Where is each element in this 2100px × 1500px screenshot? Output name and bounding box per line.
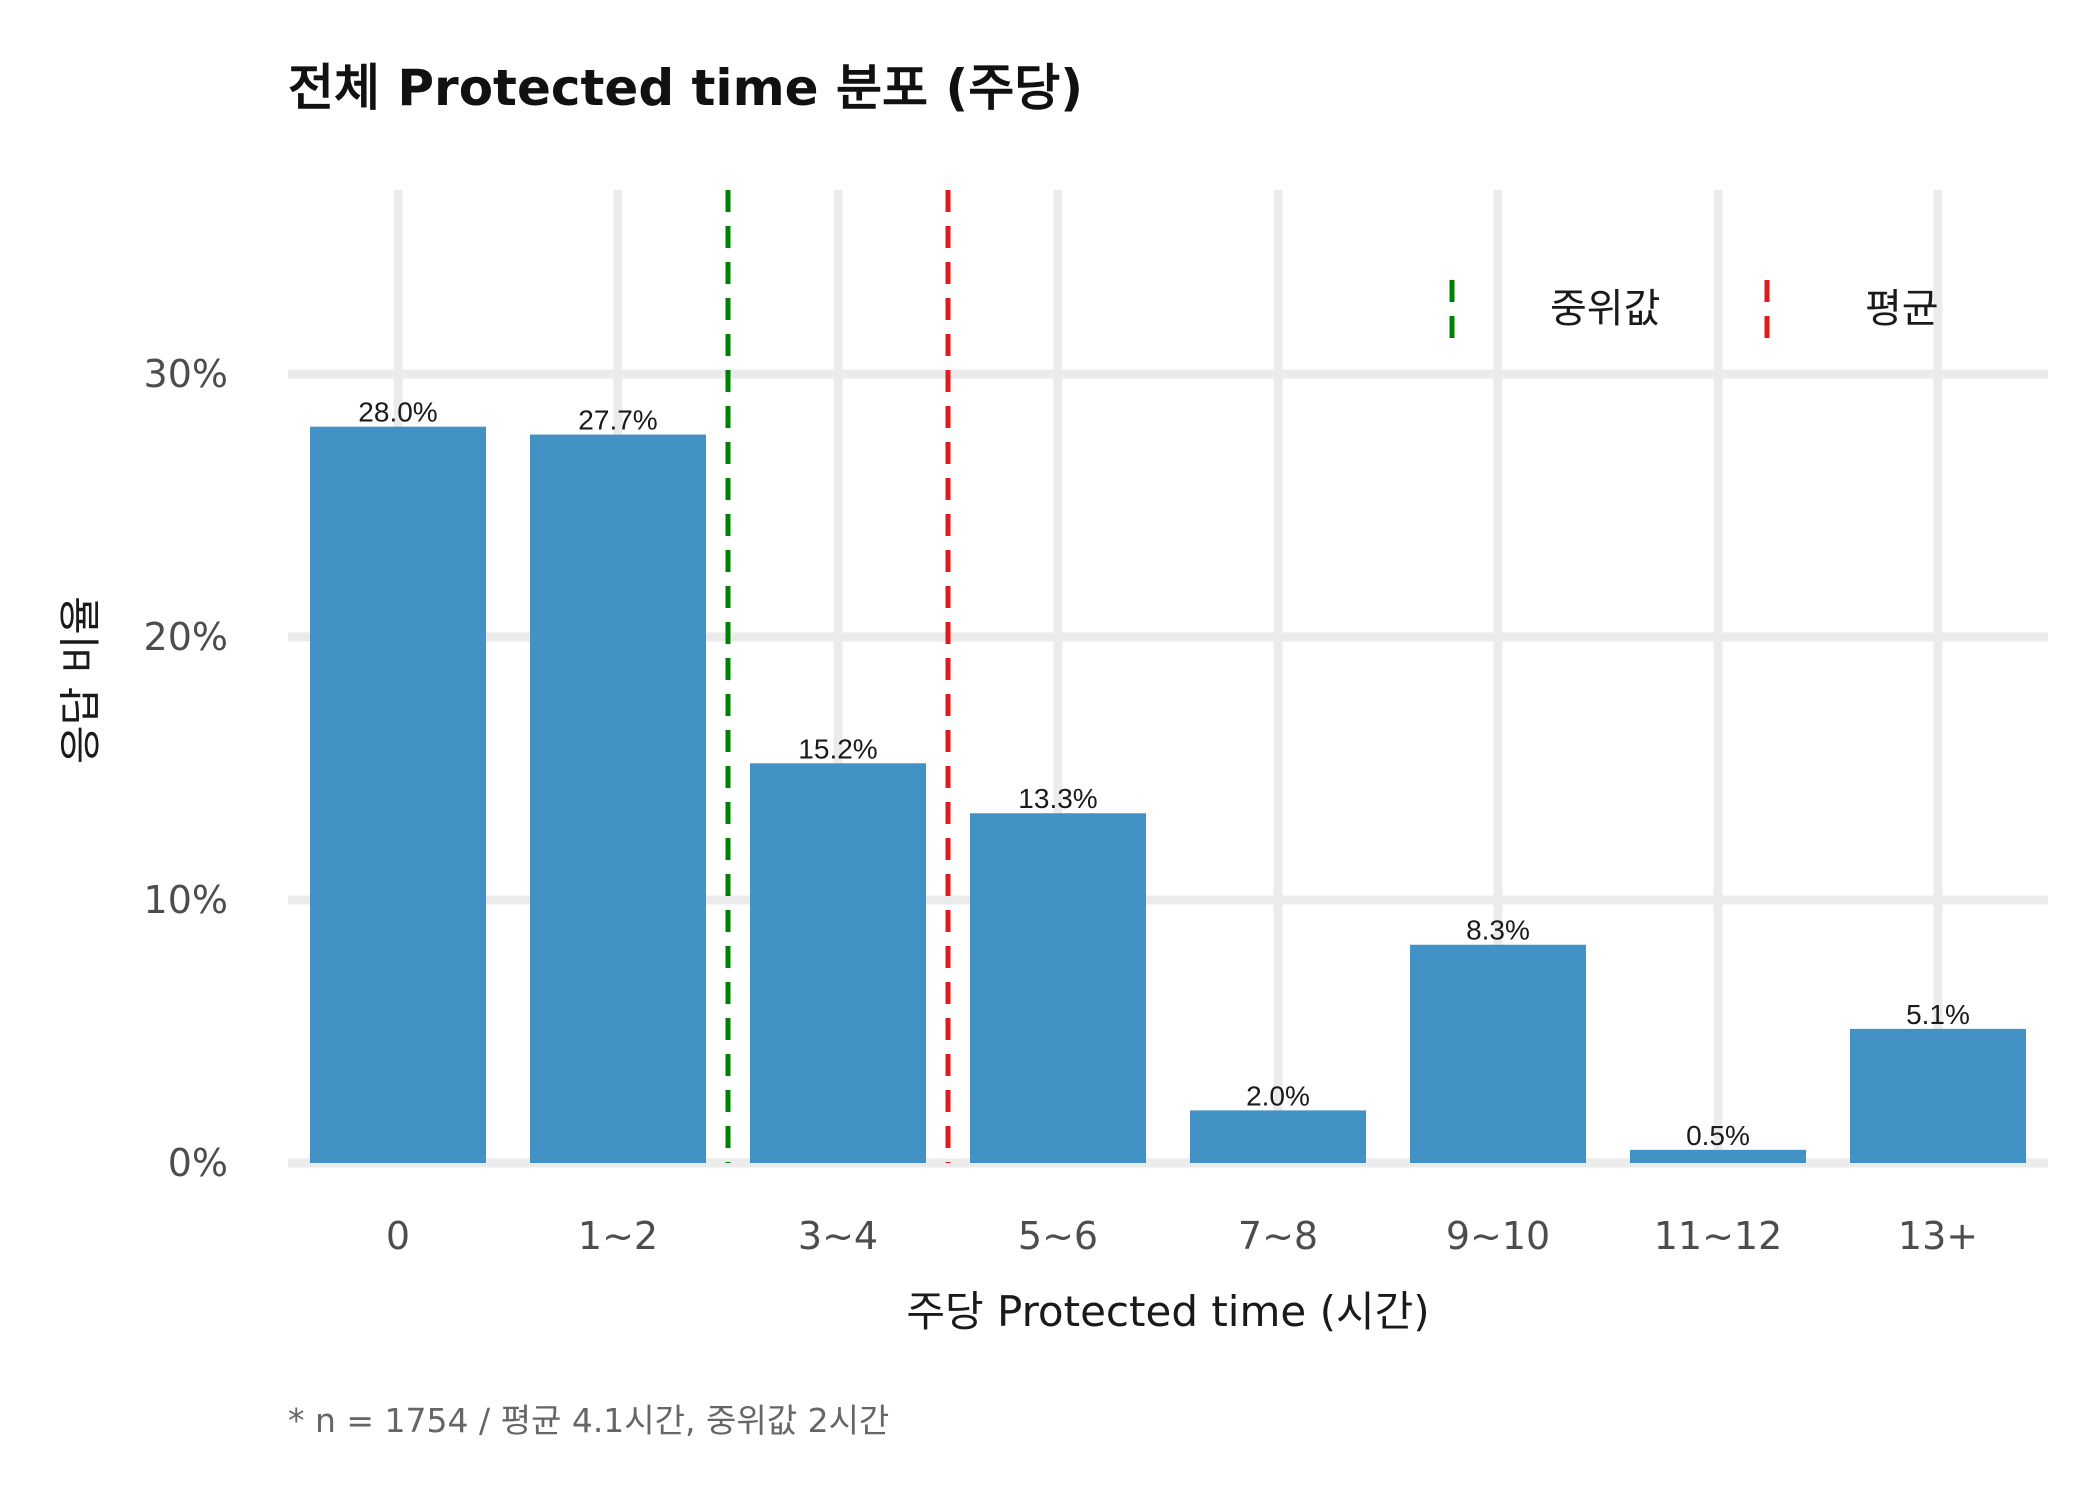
y-tick-20: 20% — [144, 615, 228, 659]
x-tick-7~8: 7~8 — [1238, 1214, 1318, 1258]
x-tick-3~4: 3~4 — [798, 1214, 878, 1258]
reference-lines — [725, 190, 951, 1163]
x-tick-1~2: 1~2 — [578, 1214, 658, 1258]
bar-11~12 — [1630, 1149, 1806, 1163]
bar-label-3~4: 15.2% — [798, 733, 877, 764]
bar-label-9~10: 8.3% — [1466, 915, 1530, 946]
legend-mean-label: 평균 — [1865, 286, 1939, 332]
bar-label-7~8: 2.0% — [1246, 1080, 1310, 1111]
chart-title: 전체 Protected time 분포 (주당) — [288, 59, 1083, 117]
bar-7~8 — [1190, 1110, 1366, 1163]
y-tick-10: 10% — [144, 878, 228, 922]
bar-9~10 — [1410, 944, 1586, 1163]
bar-13+ — [1850, 1028, 2026, 1163]
bar-label-11~12: 0.5% — [1686, 1120, 1750, 1151]
x-tick-9~10: 9~10 — [1446, 1214, 1550, 1258]
x-tick-labels: 0 1~2 3~4 5~6 7~8 9~10 11~12 13+ — [386, 1214, 1978, 1258]
y-tick-labels: 0% 10% 20% 30% — [144, 352, 228, 1185]
x-tick-11~12: 11~12 — [1654, 1214, 1783, 1258]
caption: * n = 1754 / 평균 4.1시간, 중위값 2시간 — [288, 1401, 889, 1440]
bar-3~4 — [750, 763, 926, 1163]
bar-5~6 — [970, 813, 1146, 1163]
bar-label-0: 28.0% — [358, 397, 437, 428]
bar-1~2 — [530, 434, 706, 1164]
y-tick-30: 30% — [144, 352, 228, 396]
y-axis-title: 응답 비율 — [56, 596, 105, 764]
bar-label-1~2: 27.7% — [578, 405, 657, 436]
x-axis-title: 주당 Protected time (시간) — [906, 1287, 1429, 1336]
y-tick-0: 0% — [168, 1141, 228, 1185]
bar-labels: 28.0% 27.7% 15.2% 13.3% 2.0% 8.3% 0.5% 5.1% — [358, 397, 1970, 1151]
bar-label-5~6: 13.3% — [1018, 783, 1097, 814]
x-tick-13+: 13+ — [1898, 1214, 1978, 1258]
x-tick-5~6: 5~6 — [1018, 1214, 1098, 1258]
legend: 중위값 평균 — [1449, 280, 1939, 345]
bars — [310, 426, 2026, 1164]
x-tick-0: 0 — [386, 1214, 410, 1258]
bar-label-13+: 5.1% — [1906, 999, 1970, 1030]
legend-median-label: 중위값 — [1550, 286, 1660, 332]
bar-0 — [310, 426, 486, 1164]
